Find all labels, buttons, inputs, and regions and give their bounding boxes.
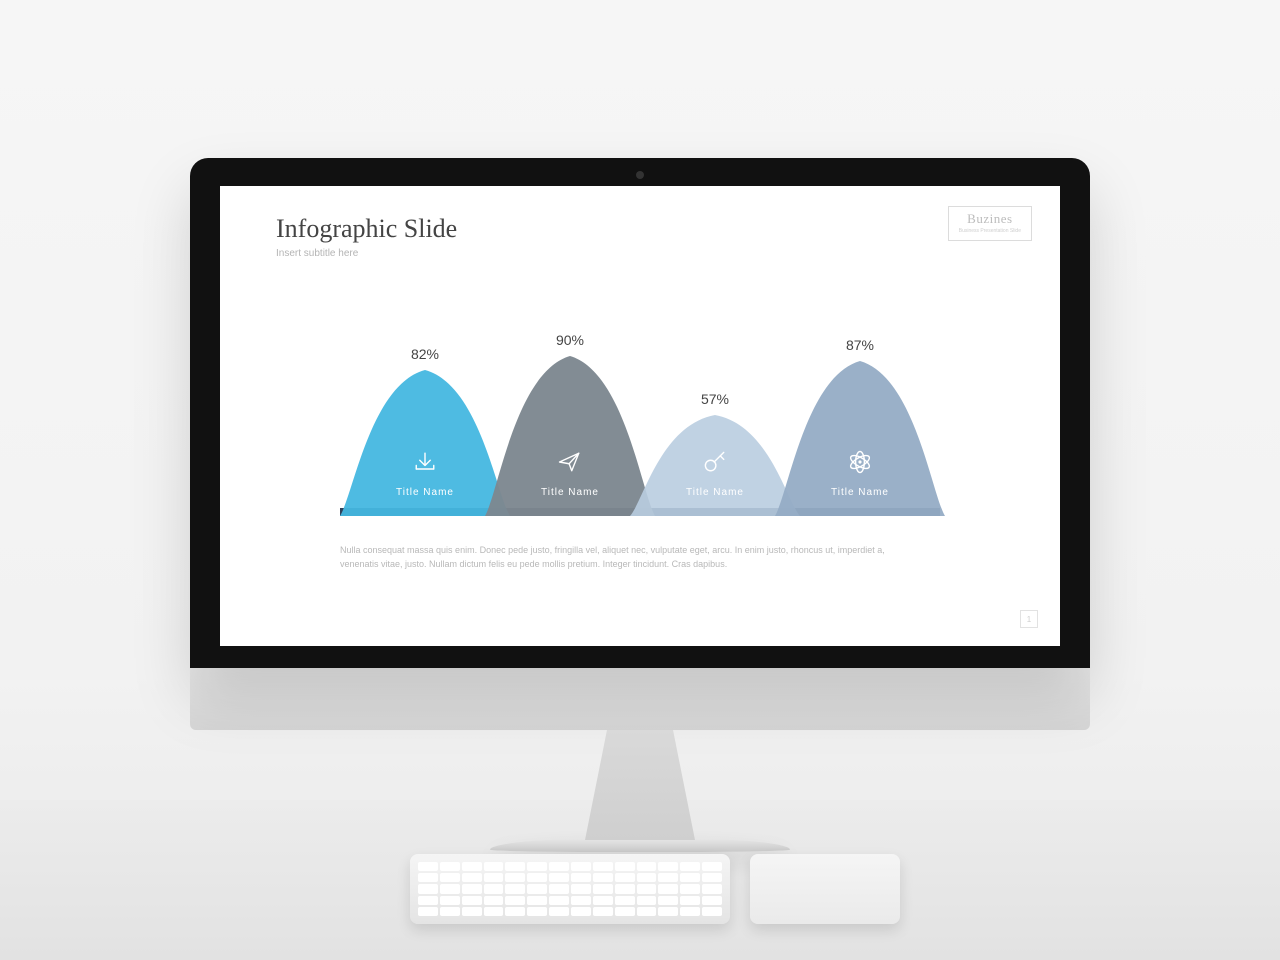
- monitor-stand-neck: [585, 730, 695, 840]
- keyboard-key: [549, 896, 569, 905]
- keyboard-key: [418, 896, 438, 905]
- keyboard-key: [527, 873, 547, 882]
- keyboard-key: [658, 884, 678, 893]
- keyboard-key: [418, 884, 438, 893]
- keyboard-key: [440, 884, 460, 893]
- brand-name: Buzines: [959, 211, 1021, 227]
- keyboard-key: [615, 884, 635, 893]
- keyboard-key: [702, 862, 722, 871]
- monitor-bezel: Infographic Slide Insert subtitle here B…: [190, 158, 1090, 668]
- keyboard-key: [462, 907, 482, 916]
- keyboard-key: [462, 873, 482, 882]
- brand-tagline: Business Presentation Slide: [959, 228, 1021, 234]
- keyboard-key: [527, 896, 547, 905]
- keyboard-key: [549, 862, 569, 871]
- slide-title: Infographic Slide: [276, 214, 457, 244]
- keyboard-key: [571, 873, 591, 882]
- send-icon: [556, 448, 584, 476]
- keyboard-key: [680, 896, 700, 905]
- keyboard-key: [484, 884, 504, 893]
- key-icon: [701, 448, 729, 476]
- slide-subtitle: Insert subtitle here: [276, 248, 358, 259]
- keyboard: [410, 854, 730, 924]
- keyboard-key: [658, 907, 678, 916]
- keyboard-key: [440, 907, 460, 916]
- keyboard-key: [593, 873, 613, 882]
- page-number: 1: [1020, 610, 1038, 628]
- camera-dot: [636, 171, 644, 179]
- keyboard-key: [418, 907, 438, 916]
- keyboard-key: [571, 907, 591, 916]
- keyboard-key: [680, 873, 700, 882]
- keyboard-key: [505, 884, 525, 893]
- keyboard-key: [527, 862, 547, 871]
- slide-description: Nulla consequat massa quis enim. Donec p…: [340, 544, 920, 571]
- keyboard-key: [702, 907, 722, 916]
- brand-badge: Buzines Business Presentation Slide: [948, 206, 1032, 241]
- monitor-chin: [190, 668, 1090, 730]
- monitor-stand-base: [490, 838, 790, 852]
- keyboard-key: [418, 873, 438, 882]
- hump-title: Title Name: [775, 487, 945, 498]
- hump-percent-label: 90%: [485, 332, 655, 348]
- keyboard-key: [527, 884, 547, 893]
- download-icon: [411, 448, 439, 476]
- keyboard-key: [571, 862, 591, 871]
- keyboard-key: [484, 907, 504, 916]
- keyboard-key: [615, 862, 635, 871]
- keyboard-key: [462, 884, 482, 893]
- keyboard-key: [593, 907, 613, 916]
- keyboard-key: [637, 884, 657, 893]
- keyboard-key: [462, 862, 482, 871]
- keyboard-key: [658, 862, 678, 871]
- hump-icon: [775, 448, 945, 476]
- keyboard-key: [615, 896, 635, 905]
- keyboard-key: [702, 896, 722, 905]
- keyboard-key: [637, 907, 657, 916]
- keyboard-key: [637, 896, 657, 905]
- keyboard-key: [505, 907, 525, 916]
- keyboard-key: [615, 907, 635, 916]
- keyboard-key: [440, 862, 460, 871]
- hump-percent-label: 87%: [775, 337, 945, 353]
- keyboard-key: [658, 873, 678, 882]
- keyboard-key: [462, 896, 482, 905]
- keyboard-key: [440, 873, 460, 882]
- keyboard-key: [680, 884, 700, 893]
- keyboard-key: [484, 896, 504, 905]
- keyboard-key: [527, 907, 547, 916]
- keyboard-key: [571, 896, 591, 905]
- keyboard-key: [505, 873, 525, 882]
- keyboard-key: [680, 907, 700, 916]
- keyboard-key: [549, 873, 569, 882]
- bell-chart: 82% Title Name 90% Title Name 57% Title …: [340, 336, 940, 516]
- keyboard-key: [549, 884, 569, 893]
- keyboard-key: [637, 862, 657, 871]
- keyboard-key: [484, 873, 504, 882]
- trackpad: [750, 854, 900, 924]
- keyboard-key: [440, 896, 460, 905]
- keyboard-key: [637, 873, 657, 882]
- keyboard-key: [593, 884, 613, 893]
- keyboard-key: [549, 907, 569, 916]
- keyboard-key: [593, 862, 613, 871]
- screen: Infographic Slide Insert subtitle here B…: [220, 186, 1060, 646]
- monitor: Infographic Slide Insert subtitle here B…: [190, 158, 1090, 852]
- keyboard-key: [505, 862, 525, 871]
- chart-hump: 87% Title Name: [775, 331, 945, 516]
- keyboard-key: [505, 896, 525, 905]
- keyboard-key: [702, 873, 722, 882]
- keyboard-key: [593, 896, 613, 905]
- keyboard-key: [680, 862, 700, 871]
- keyboard-key: [418, 862, 438, 871]
- keyboard-key: [615, 873, 635, 882]
- atom-icon: [846, 448, 874, 476]
- keyboard-key: [571, 884, 591, 893]
- keyboard-key: [484, 862, 504, 871]
- keyboard-key: [702, 884, 722, 893]
- keyboard-key: [658, 896, 678, 905]
